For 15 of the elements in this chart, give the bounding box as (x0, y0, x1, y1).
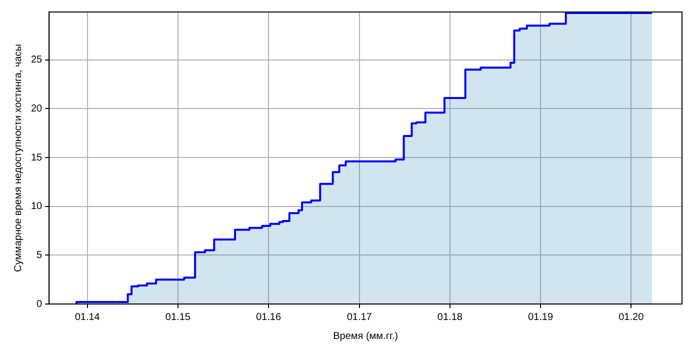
x-tick-label: 01.17 (346, 312, 372, 323)
x-tick-label: 01.18 (437, 312, 463, 323)
x-tick-label: 01.15 (165, 312, 191, 323)
y-tick-label: 15 (31, 152, 43, 164)
x-tick-label: 01.16 (256, 312, 282, 323)
y-tick-label: 5 (36, 250, 43, 261)
x-tick-label: 01.14 (74, 312, 100, 323)
x-axis-title: Время (мм.гг.) (333, 330, 398, 342)
y-tick-label: 25 (31, 54, 43, 66)
y-axis-title: Суммарное время недоступности хостинга, часы (12, 44, 24, 272)
x-tick-label: 01.20 (618, 312, 644, 323)
y-tick-label: 0 (36, 298, 43, 310)
y-tick-label: 10 (31, 201, 43, 212)
y-tick-label: 20 (31, 103, 43, 114)
x-tick-label: 01.19 (528, 312, 554, 323)
